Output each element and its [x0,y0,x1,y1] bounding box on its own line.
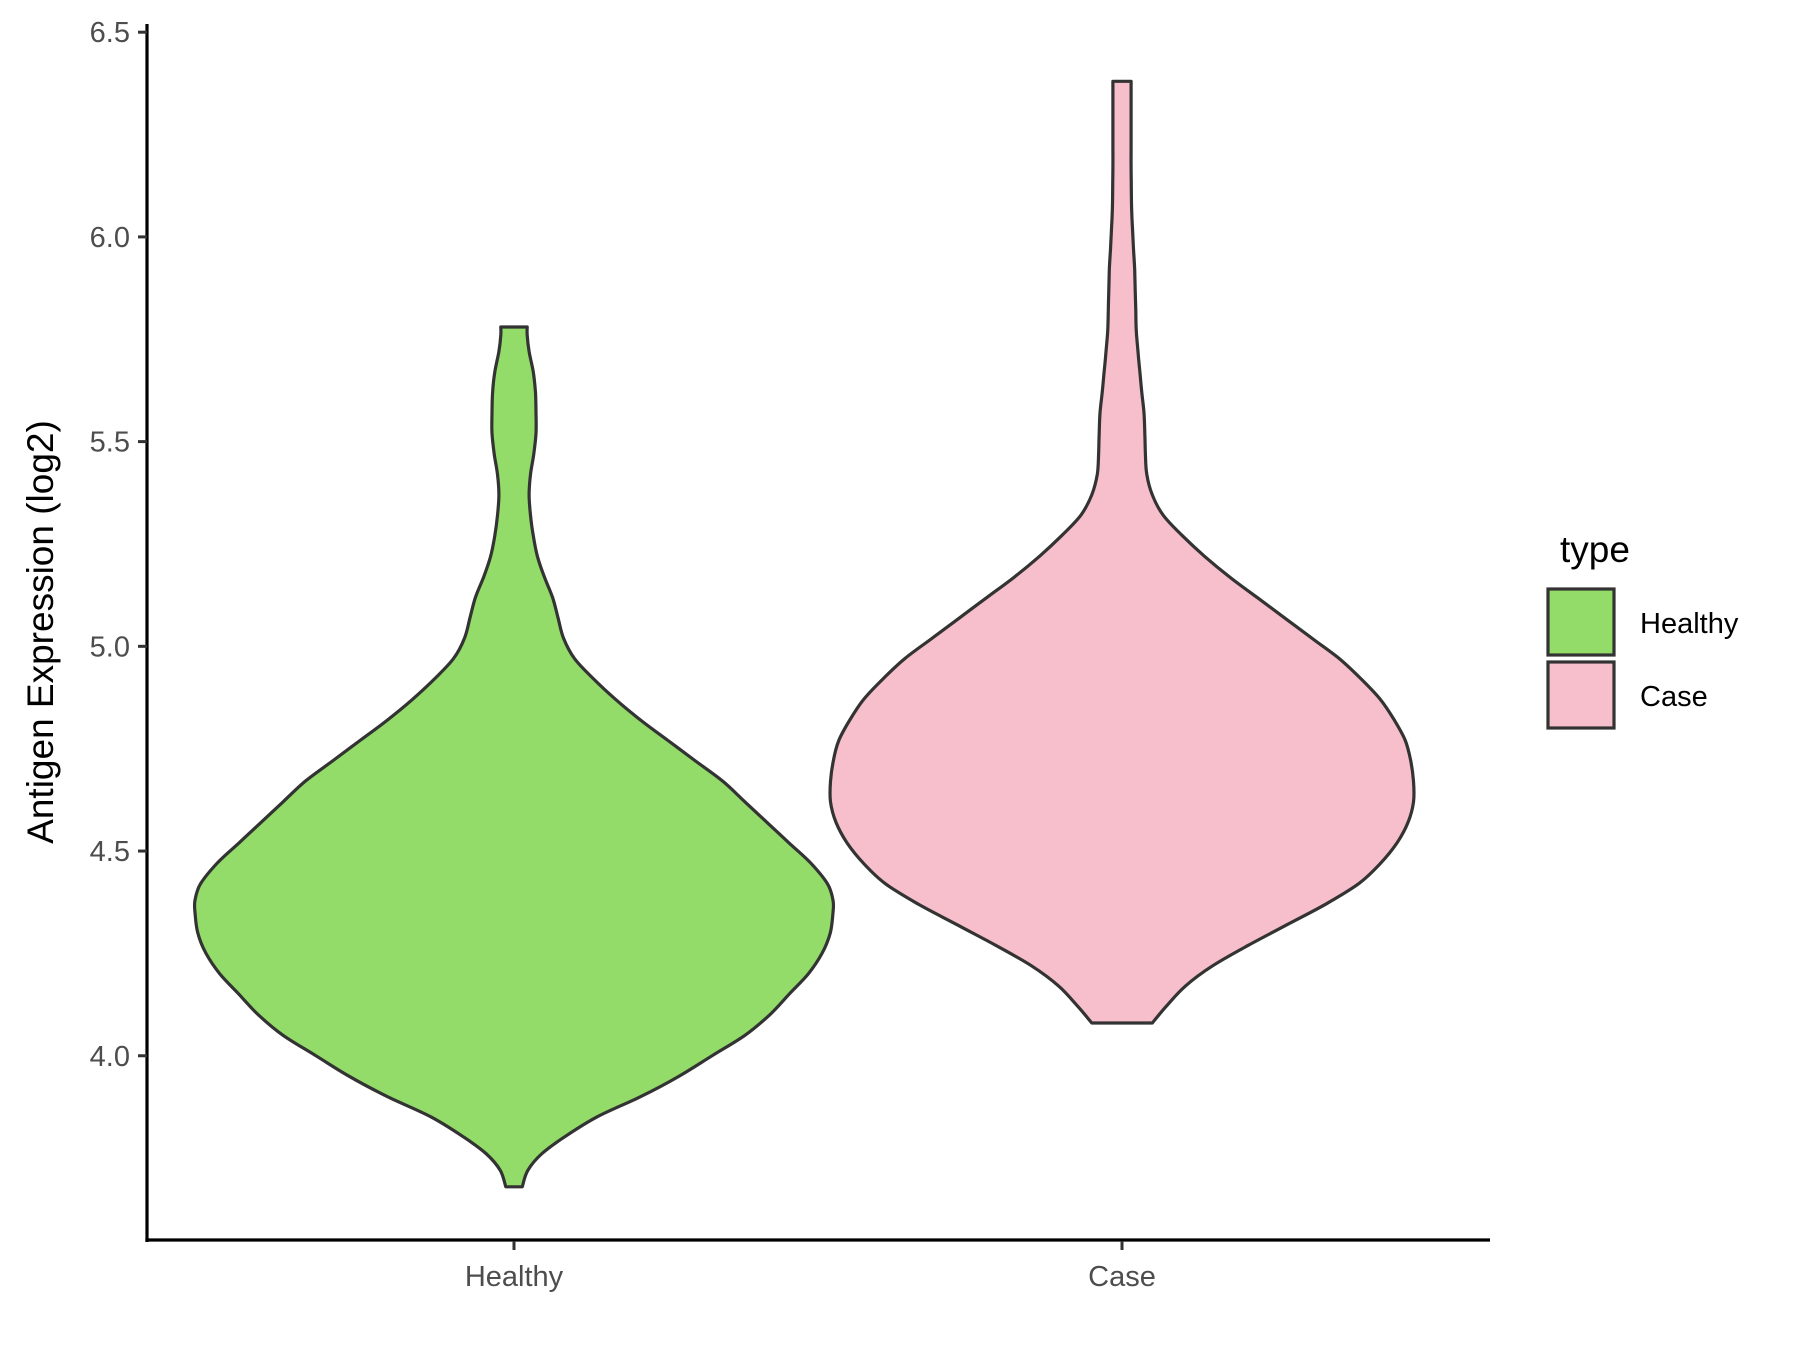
y-tick-label: 4.5 [90,836,130,868]
y-tick-label: 5.0 [90,631,130,663]
y-axis-ticks: 4.0 4.5 5.0 5.5 6.0 6.5 [90,17,147,1073]
y-tick-label: 4.0 [90,1041,130,1073]
y-axis-title: Antigen Expression (log2) [20,420,61,844]
legend-label-case: Case [1640,681,1708,713]
legend-key-healthy [1546,587,1616,657]
y-tick-label: 5.5 [90,427,130,459]
legend: Healthy Case [1546,587,1739,730]
x-tick-label: Healthy [465,1261,564,1293]
violin-healthy [192,325,836,1189]
legend-label-healthy: Healthy [1640,608,1739,640]
violin-case [828,79,1416,1025]
y-tick-label: 6.5 [90,17,130,49]
y-tick-label: 6.0 [90,222,130,254]
x-axis-ticks: Healthy Case [465,1241,1156,1293]
violins-layer [192,79,1416,1189]
legend-title: type [1560,529,1630,570]
x-tick-label: Case [1088,1261,1156,1293]
legend-key-case [1546,660,1616,730]
